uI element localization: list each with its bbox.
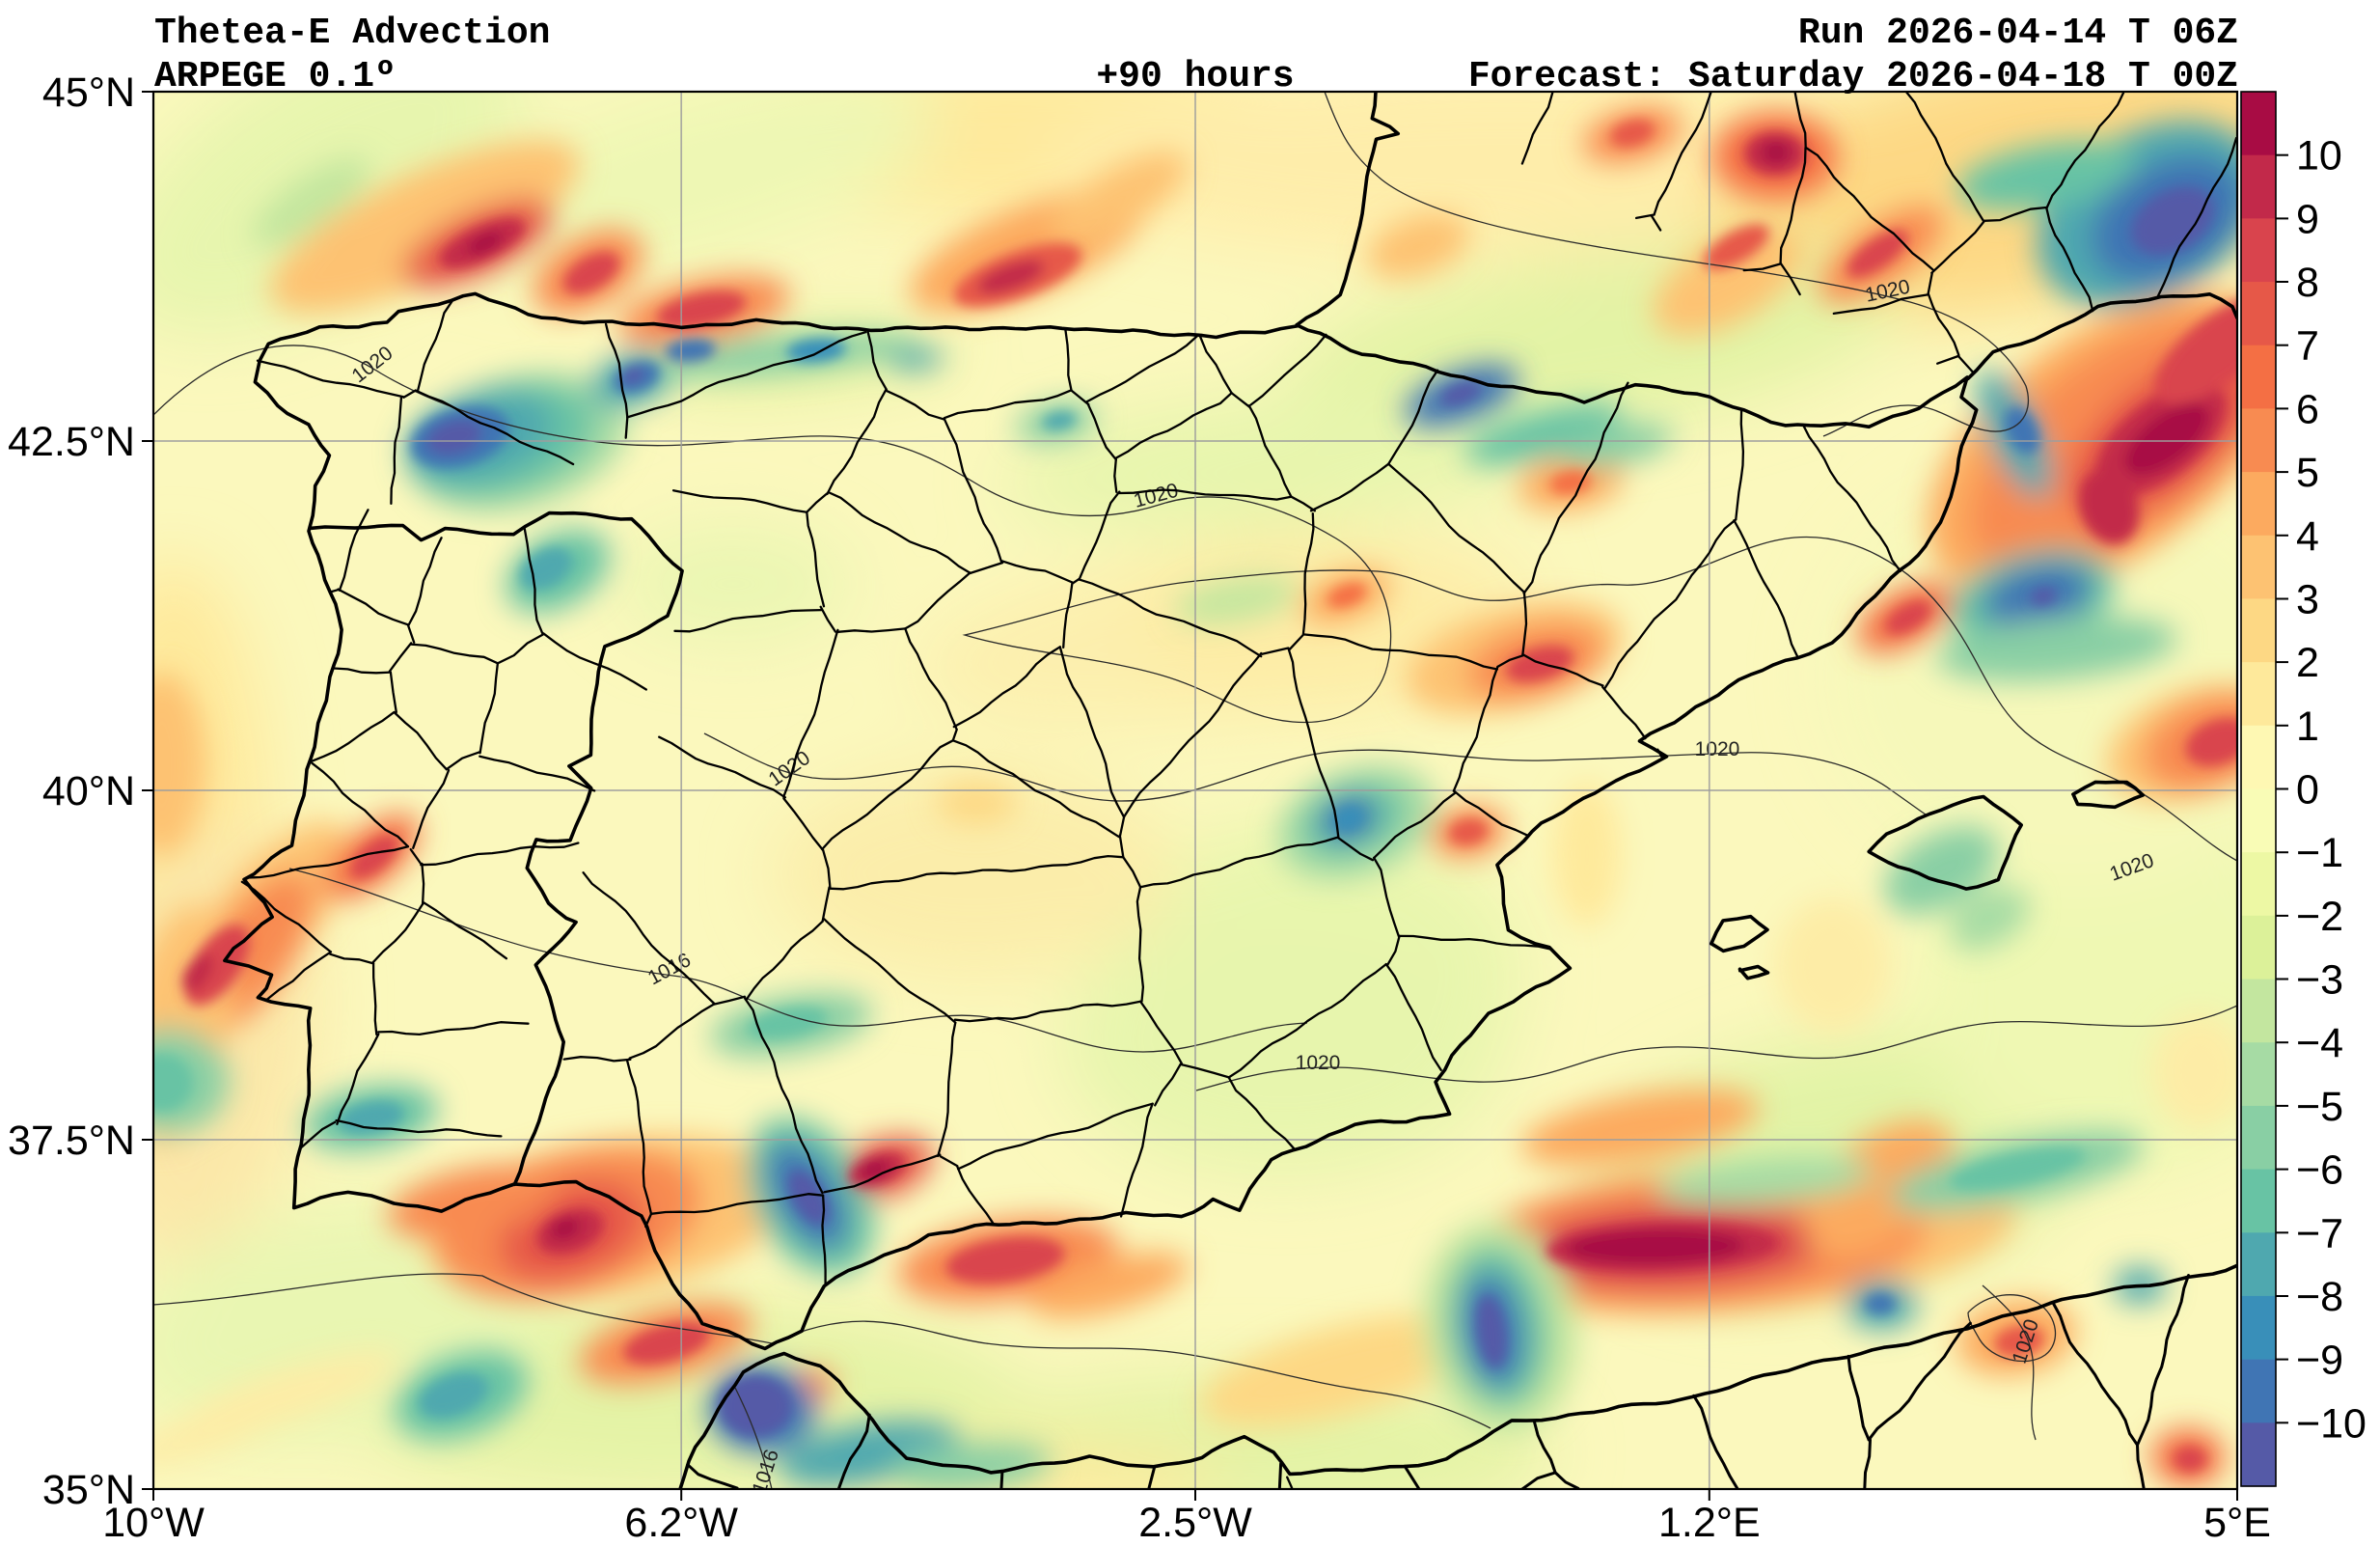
svg-text:1.2°E: 1.2°E — [1658, 1500, 1761, 1546]
svg-text:−1: −1 — [2296, 830, 2343, 876]
svg-text:5°E: 5°E — [2203, 1500, 2271, 1546]
svg-text:−7: −7 — [2296, 1210, 2343, 1256]
svg-text:4: 4 — [2296, 513, 2319, 560]
svg-text:9: 9 — [2296, 196, 2319, 242]
svg-text:−9: −9 — [2296, 1338, 2343, 1384]
svg-text:−6: −6 — [2296, 1147, 2343, 1194]
svg-text:−3: −3 — [2296, 957, 2343, 1004]
svg-text:+90 hours: +90 hours — [1096, 56, 1294, 97]
svg-text:42.5°N: 42.5°N — [8, 419, 135, 465]
svg-text:1020: 1020 — [1695, 738, 1740, 760]
svg-text:35°N: 35°N — [42, 1467, 135, 1513]
svg-text:45°N: 45°N — [42, 69, 135, 116]
svg-text:5: 5 — [2296, 450, 2319, 496]
svg-text:37.5°N: 37.5°N — [8, 1118, 135, 1164]
svg-text:6.2°W: 6.2°W — [624, 1500, 738, 1546]
svg-text:1020: 1020 — [1296, 1052, 1341, 1074]
svg-text:7: 7 — [2296, 323, 2319, 370]
svg-text:−2: −2 — [2296, 894, 2343, 940]
svg-text:40°N: 40°N — [42, 768, 135, 814]
svg-text:6: 6 — [2296, 386, 2319, 432]
svg-text:Run 2026-04-14 T 06Z: Run 2026-04-14 T 06Z — [1798, 13, 2238, 54]
svg-text:−8: −8 — [2296, 1274, 2343, 1320]
svg-text:1: 1 — [2296, 704, 2319, 750]
svg-text:−4: −4 — [2296, 1020, 2343, 1066]
svg-text:3: 3 — [2296, 577, 2319, 623]
svg-text:10°W: 10°W — [102, 1500, 205, 1546]
svg-text:2: 2 — [2296, 640, 2319, 686]
svg-text:ARPEGE 0.1º: ARPEGE 0.1º — [154, 56, 397, 97]
svg-text:2.5°W: 2.5°W — [1138, 1500, 1252, 1546]
svg-text:−10: −10 — [2296, 1400, 2366, 1447]
svg-text:10: 10 — [2296, 133, 2342, 179]
svg-text:Forecast: Saturday 2026-04-18: Forecast: Saturday 2026-04-18 T 00Z — [1468, 56, 2238, 97]
svg-text:−5: −5 — [2296, 1084, 2343, 1130]
svg-text:Thetea-E Advection: Thetea-E Advection — [154, 13, 550, 54]
svg-text:8: 8 — [2296, 260, 2319, 306]
svg-text:0: 0 — [2296, 767, 2319, 814]
